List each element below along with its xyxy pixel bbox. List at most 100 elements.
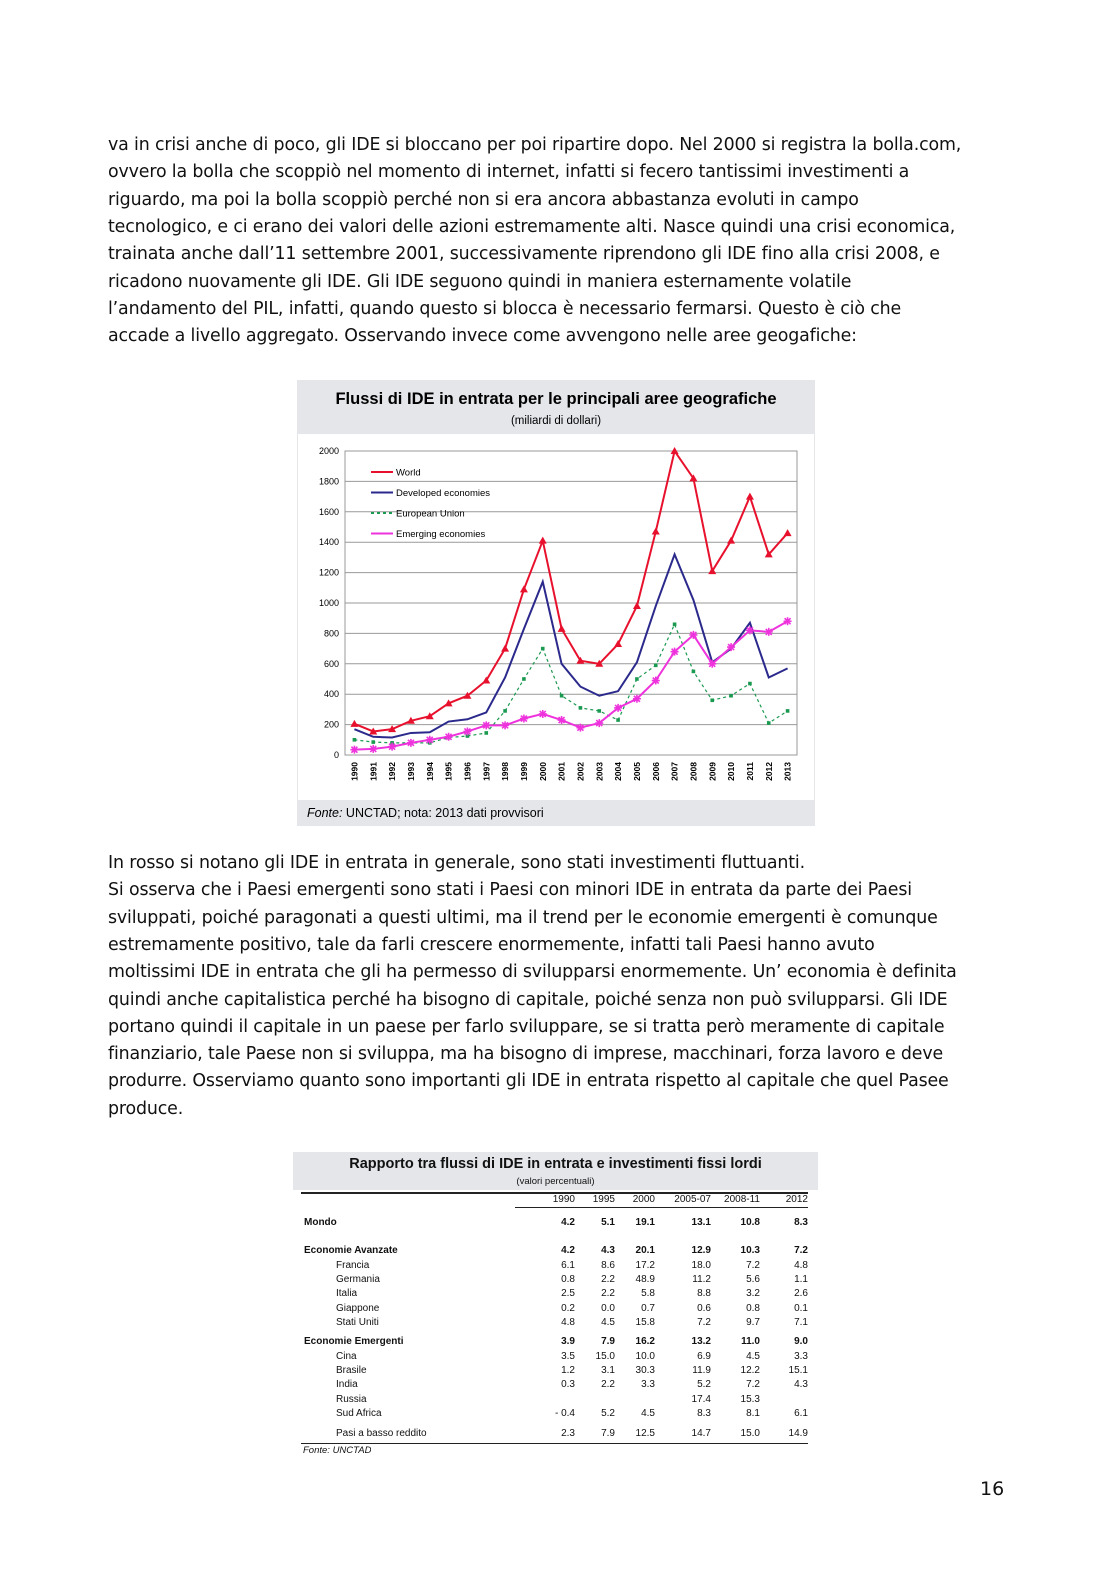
point xyxy=(503,709,507,713)
point xyxy=(519,714,528,723)
table-cell: 0.0 xyxy=(601,1303,615,1314)
point xyxy=(406,716,415,724)
point xyxy=(538,709,547,718)
point xyxy=(388,742,397,751)
table-cell: 0.3 xyxy=(561,1379,575,1390)
x-tick-label: 1998 xyxy=(500,762,510,781)
point xyxy=(635,677,639,681)
point xyxy=(578,706,583,710)
table-cell: 14.9 xyxy=(788,1428,808,1439)
x-tick-label: 2009 xyxy=(707,762,717,781)
point xyxy=(764,627,773,636)
row-label: Italia xyxy=(336,1288,358,1299)
column-header: 2008-11 xyxy=(724,1194,760,1205)
text-line: moltissimi IDE in entrata che gli ha per… xyxy=(108,962,957,983)
x-tick-label: 2008 xyxy=(688,762,698,781)
table-cell: 5.6 xyxy=(746,1274,760,1285)
point xyxy=(691,669,696,674)
title-band xyxy=(297,380,815,434)
table-cell: 12.5 xyxy=(635,1428,655,1439)
x-tick-label: 2005 xyxy=(632,762,642,781)
x-tick-label: 1999 xyxy=(519,762,529,781)
x-tick-label: 2012 xyxy=(764,762,774,781)
column-header: 2000 xyxy=(632,1194,655,1205)
table-cell: 10.0 xyxy=(635,1351,655,1362)
series-line xyxy=(354,448,789,733)
row-label: Mondo xyxy=(304,1217,337,1228)
point xyxy=(501,721,510,730)
table-cell: 0.6 xyxy=(697,1303,711,1314)
row-label: Francia xyxy=(336,1260,370,1271)
row-label: Russia xyxy=(336,1394,367,1405)
point xyxy=(764,550,773,558)
table-cell: 2.5 xyxy=(561,1288,575,1299)
x-tick-label: 2011 xyxy=(745,762,755,781)
table-cell: 4.3 xyxy=(794,1379,808,1390)
table-cell: 4.5 xyxy=(601,1317,615,1328)
table-cell: 6.1 xyxy=(794,1408,808,1419)
table-title: Rapporto tra flussi di IDE in entrata e … xyxy=(349,1156,762,1172)
point xyxy=(463,691,472,699)
table-cell: 1.2 xyxy=(561,1365,575,1376)
table-cell: 8.6 xyxy=(601,1260,615,1271)
text-line: ricadono nuovamente gli IDE. Gli IDE seg… xyxy=(108,271,852,292)
table-cell: 0.1 xyxy=(794,1303,808,1314)
x-tick-label: 1995 xyxy=(444,762,454,781)
point xyxy=(783,617,792,626)
legend-label: Emerging economies xyxy=(396,529,485,540)
point xyxy=(350,719,359,727)
point xyxy=(783,529,792,537)
table-cell: 3.1 xyxy=(601,1365,615,1376)
table-cell: 0.8 xyxy=(746,1303,760,1314)
row-label: Economie Avanzate xyxy=(304,1245,398,1256)
point xyxy=(463,727,472,736)
x-tick-label: 1990 xyxy=(349,762,359,781)
row-label: Brasile xyxy=(336,1365,367,1376)
x-tick-label: 2006 xyxy=(651,762,661,781)
y-tick-label: 2000 xyxy=(319,446,339,456)
table-cell: 7.9 xyxy=(601,1336,615,1347)
legend-label: European Union xyxy=(396,509,465,520)
point xyxy=(576,723,585,732)
table-cell: 6.9 xyxy=(697,1351,711,1362)
y-tick-label: 400 xyxy=(324,689,339,699)
text-line: estremamente positivo, tale da farli cre… xyxy=(108,934,875,955)
point xyxy=(616,718,620,722)
text-line: portano quindi il capitale in un paese p… xyxy=(108,1016,945,1037)
table-cell: 2.2 xyxy=(601,1274,615,1285)
point xyxy=(522,677,526,681)
text-line: accade a livello aggregato. Osservando i… xyxy=(108,326,857,347)
point xyxy=(595,719,604,728)
table-cell: 8.3 xyxy=(697,1408,711,1419)
column-header: 1990 xyxy=(552,1194,575,1205)
table-header-band xyxy=(293,1152,818,1190)
table-cell: 7.2 xyxy=(746,1379,760,1390)
table-cell: 1.1 xyxy=(794,1274,808,1285)
x-tick-label: 1992 xyxy=(387,762,397,781)
row-label: Stati Uniti xyxy=(336,1317,379,1328)
table-cell: 7.1 xyxy=(794,1317,808,1328)
x-tick-label: 2003 xyxy=(594,762,604,781)
text-line: finanziario, tale Paese non si sviluppa,… xyxy=(108,1044,944,1065)
point xyxy=(540,646,545,651)
point xyxy=(748,681,752,686)
chart-subtitle: (miliardi di dollari) xyxy=(511,415,601,427)
table-cell: 15.0 xyxy=(740,1428,760,1439)
row-label: Economie Emergenti xyxy=(304,1336,404,1347)
text-line: va in crisi anche di poco, gli IDE si bl… xyxy=(108,135,962,155)
table-cell: 4.2 xyxy=(561,1217,575,1228)
legend-label: World xyxy=(396,468,421,479)
table-cell: 0.8 xyxy=(561,1274,575,1285)
text-line: tecnologico, e ci erano dei valori delle… xyxy=(108,216,956,237)
table-cell: 6.1 xyxy=(561,1260,575,1271)
point xyxy=(745,492,754,500)
point xyxy=(708,659,717,668)
column-header: 2005-07 xyxy=(674,1194,711,1205)
table-cell: 13.2 xyxy=(691,1336,711,1347)
point xyxy=(465,734,470,738)
table-cell: 7.9 xyxy=(601,1428,615,1439)
point xyxy=(482,721,491,730)
table-cell: 4.2 xyxy=(561,1245,575,1256)
table-cell: 8.3 xyxy=(794,1217,808,1228)
